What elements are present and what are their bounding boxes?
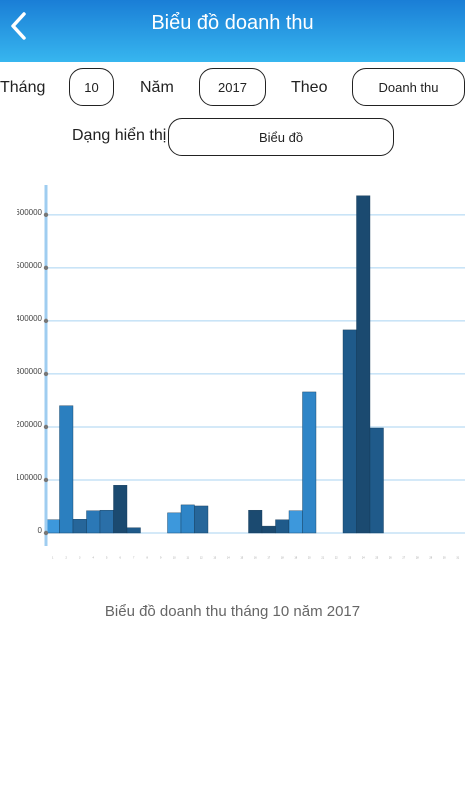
bar (86, 510, 101, 534)
x-tick-label: 11 (186, 557, 189, 560)
bar (113, 485, 128, 534)
x-tick-label: 1 (52, 557, 54, 560)
x-tick-label: 18 (281, 557, 284, 560)
x-tick-label: 4 (93, 557, 95, 560)
by-label: Theo (291, 79, 328, 96)
x-tick-label: 19 (294, 557, 297, 560)
y-tick-mark (43, 265, 49, 271)
x-tick-label: 9 (160, 557, 162, 560)
x-tick-label: 14 (227, 557, 230, 560)
x-tick-label: 15 (240, 557, 243, 560)
bar (342, 329, 357, 534)
x-tick-label: 6 (120, 557, 122, 560)
x-tick-label: 29 (429, 557, 432, 560)
bar (126, 527, 141, 534)
y-tick-label: 200000 (15, 420, 42, 429)
x-tick-label: 26 (389, 557, 392, 560)
bar (180, 504, 195, 534)
bar (99, 509, 114, 534)
x-tick-label: 5 (106, 557, 108, 560)
x-tick-label: 7 (133, 557, 135, 560)
x-tick-label: 28 (416, 557, 419, 560)
bar (261, 525, 276, 534)
y-tick-mark (43, 318, 49, 324)
x-tick-label: 27 (402, 557, 405, 560)
x-tick-label: 30 (443, 557, 446, 560)
x-tick-label: 3 (79, 557, 81, 560)
display-field[interactable]: Biểu đồ (168, 118, 394, 156)
bar (369, 427, 384, 534)
bar (302, 391, 317, 534)
x-tick-label: 31 (456, 557, 459, 560)
x-tick-label: 13 (213, 557, 216, 560)
x-tick-label: 21 (321, 557, 324, 560)
x-tick-label: 8 (147, 557, 149, 560)
bar (45, 519, 60, 534)
x-tick-label: 20 (308, 557, 311, 560)
x-tick-label: 12 (200, 557, 203, 560)
x-tick-label: 24 (362, 557, 365, 560)
month-label: Tháng (0, 79, 46, 96)
bar (288, 510, 303, 534)
x-tick-label: 23 (348, 557, 351, 560)
x-tick-label: 22 (335, 557, 338, 560)
y-tick-label: 400000 (15, 314, 42, 323)
x-tick-label: 25 (375, 557, 378, 560)
bar (167, 512, 182, 534)
bar (356, 195, 371, 534)
month-field[interactable]: 10 (69, 68, 114, 106)
tick-labels: 0 100000 200000 300000 400000 500000 600000 (15, 208, 43, 535)
y-tick-mark (43, 530, 49, 536)
bar (275, 519, 290, 534)
bar (248, 509, 263, 534)
x-tick-label: 16 (254, 557, 257, 560)
y-tick-mark (43, 371, 49, 377)
back-button[interactable] (4, 8, 34, 48)
y-tick-label: 600000 (15, 208, 42, 217)
y-tick-mark (43, 424, 49, 430)
y-tick-label: 300000 (15, 367, 42, 376)
display-label: Dạng hiển thị (72, 127, 167, 144)
x-tick-label: 10 (173, 557, 176, 560)
app-title: Biểu đồ doanh thu (151, 12, 314, 34)
year-field[interactable]: 2017 (199, 68, 266, 106)
bar (72, 519, 87, 534)
x-tick-label: 17 (267, 557, 270, 560)
y-tick-label: 100000 (15, 473, 42, 482)
chart-caption: Biểu đồ doanh thu tháng 10 năm 2017 (104, 603, 361, 620)
y-tick-label: 0 (38, 526, 43, 535)
y-tick-label: 500000 (15, 261, 42, 270)
bar (194, 505, 209, 534)
app-bar: Biểu đồ doanh thu (0, 0, 465, 62)
y-tick-mark (43, 477, 49, 483)
x-tick-label: 2 (66, 557, 68, 560)
y-tick-mark (43, 212, 49, 218)
by-field[interactable]: Doanh thu (352, 68, 465, 106)
bar (59, 405, 74, 534)
year-label: Năm (140, 79, 174, 96)
